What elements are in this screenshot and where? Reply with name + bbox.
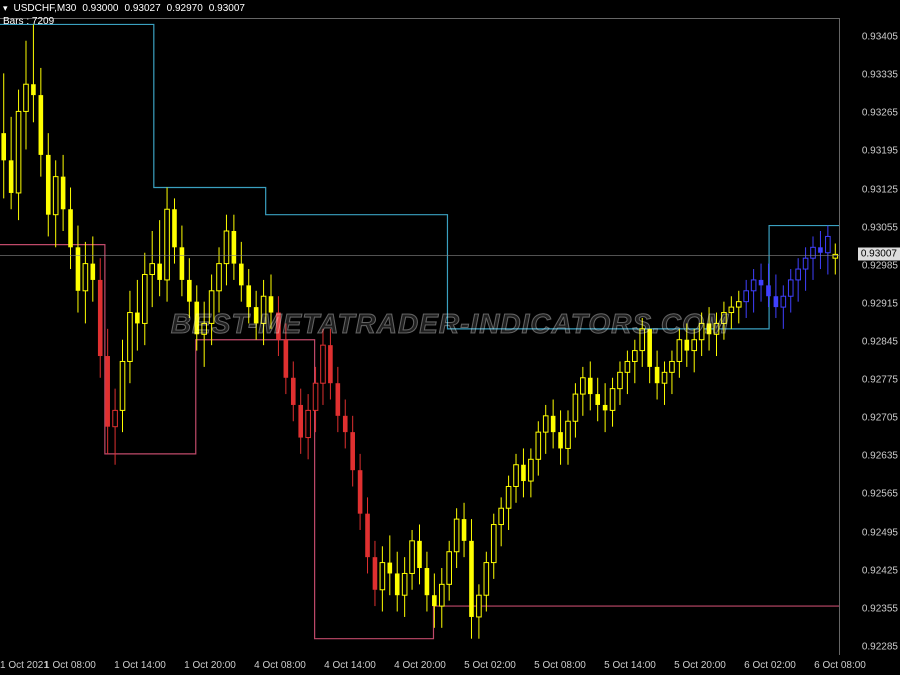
y-tick-label: 0.92355	[862, 603, 898, 614]
y-tick-label: 0.93335	[862, 70, 898, 81]
x-tick-label: 1 Oct 2021	[0, 660, 49, 671]
y-tick-label: 0.93405	[862, 32, 898, 43]
y-tick-label: 0.92635	[862, 451, 898, 462]
y-tick-label: 0.92775	[862, 375, 898, 386]
y-tick-label: 0.93265	[862, 108, 898, 119]
x-tick-label: 5 Oct 02:00	[464, 660, 516, 671]
x-tick-label: 6 Oct 02:00	[744, 660, 796, 671]
y-axis: 0.93007 0.92285 0.92355 0.92425 0.92495 0.92…	[840, 18, 900, 655]
x-tick-label: 1 Oct 14:00	[114, 660, 166, 671]
y-tick-label: 0.92845	[862, 336, 898, 347]
x-tick-label: 1 Oct 20:00	[184, 660, 236, 671]
x-tick-label: 4 Oct 08:00	[254, 660, 306, 671]
plot-area[interactable]	[0, 18, 840, 655]
bars-label: Bars :	[3, 16, 29, 27]
dropdown-icon[interactable]: ▾	[3, 3, 8, 14]
current-price-box: 0.93007	[858, 247, 900, 260]
y-tick-label: 0.93195	[862, 146, 898, 157]
x-tick-label: 4 Oct 20:00	[394, 660, 446, 671]
symbol-label: USDCHF,M30	[14, 3, 77, 14]
chart-header: ▾ USDCHF,M30 0.93000 0.93027 0.92970 0.9…	[3, 3, 245, 27]
ohlc-c: 0.93007	[209, 3, 245, 14]
x-axis: 1 Oct 20211 Oct 08:00 1 Oct 14:00 1 Oct 20…	[0, 655, 840, 675]
y-tick-label: 0.93055	[862, 222, 898, 233]
y-tick-label: 0.93125	[862, 184, 898, 195]
y-tick-label: 0.92425	[862, 565, 898, 576]
x-tick-label: 1 Oct 08:00	[44, 660, 96, 671]
ohlc-l: 0.92970	[167, 3, 203, 14]
y-tick-label: 0.92285	[862, 641, 898, 652]
y-tick-label: 0.92705	[862, 413, 898, 424]
bars-value: 7209	[32, 16, 54, 27]
chart-svg	[0, 19, 839, 655]
x-tick-label: 5 Oct 14:00	[604, 660, 656, 671]
x-tick-label: 4 Oct 14:00	[324, 660, 376, 671]
y-tick-label: 0.92915	[862, 298, 898, 309]
chart-window[interactable]: ▾ USDCHF,M30 0.93000 0.93027 0.92970 0.9…	[0, 0, 900, 675]
y-tick-label: 0.92985	[862, 260, 898, 271]
current-price-line	[0, 255, 839, 256]
y-tick-label: 0.92565	[862, 489, 898, 500]
x-tick-label: 5 Oct 20:00	[674, 660, 726, 671]
ohlc-o: 0.93000	[82, 3, 118, 14]
ohlc-h: 0.93027	[124, 3, 160, 14]
x-tick-label: 6 Oct 08:00	[814, 660, 866, 671]
x-tick-label: 5 Oct 08:00	[534, 660, 586, 671]
y-tick-label: 0.92495	[862, 527, 898, 538]
